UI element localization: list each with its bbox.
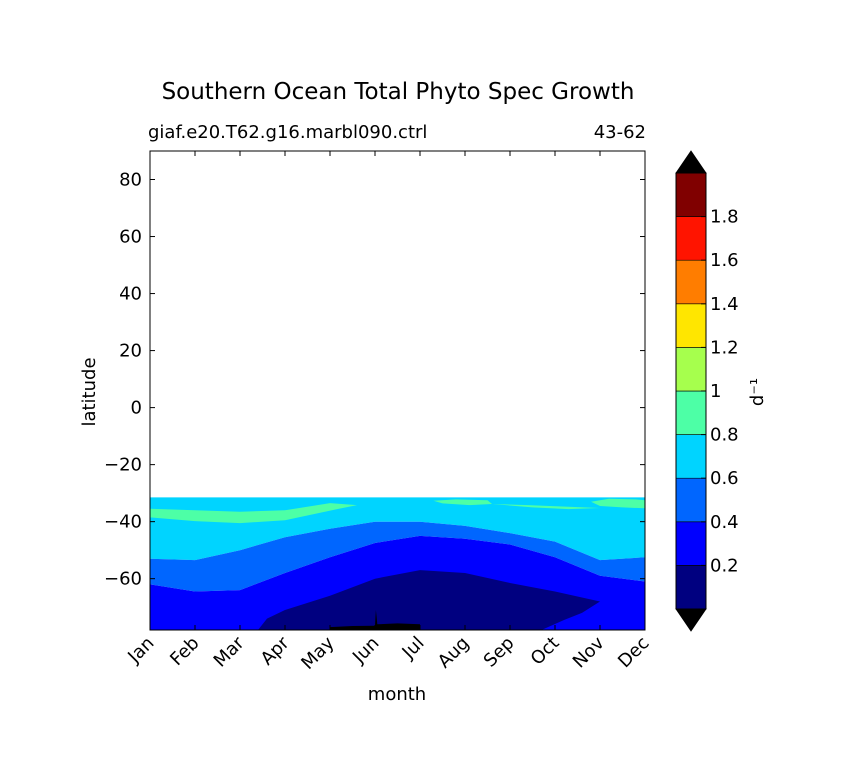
contour-patch-0.8-1.0 [150,503,357,524]
colorbar-tick-label: 0.8 [710,425,739,446]
y-axis: 80 60 40 20 0 −20 −40 −60 [104,170,645,590]
contour-patch-0.8-1.0 [492,504,600,510]
colorbar-swatch [675,347,707,392]
plot-area [149,150,646,631]
colorbar-extend-min [675,608,707,632]
y-tick-label: 60 [119,227,142,248]
colorbar-swatch [675,172,707,217]
contour-below-min [330,610,420,630]
contour-patch-0.8-1.0 [591,498,645,509]
x-tick-label: Feb [166,633,203,670]
y-tick-label: 20 [119,341,142,362]
colorbar-tick-label: 1.8 [710,207,739,228]
x-tick-label: Sep [480,633,519,672]
y-tick-label: 80 [119,170,142,191]
colorbar: 0.2 0.4 0.6 0.8 1 1.2 1.4 1.6 1.8 [675,150,739,632]
x-tick-label: Jan [123,633,158,668]
x-axis-label: month [368,684,426,705]
y-tick-label: 40 [119,284,142,305]
colorbar-tick-label: 0.4 [710,512,739,533]
colorbar-swatch [675,565,707,610]
chart-subtitle-right: 43-62 [594,122,646,143]
colorbar-swatch [675,216,707,261]
colorbar-tick-label: 1.2 [710,337,739,358]
y-tick-label: −20 [104,455,142,476]
x-tick-label: Mar [210,632,249,671]
colorbar-extend-max [675,150,707,174]
colorbar-tick-label: 1 [710,381,721,402]
chart-title: Southern Ocean Total Phyto Spec Growth [162,79,635,105]
contour-patch-0.8-1.0 [433,499,492,506]
colorbar-swatch [675,434,707,479]
x-tick-label: Oct [527,633,564,670]
colorbar-swatch [675,477,707,523]
contour-band-0.0-0.2 [258,570,600,630]
plot-frame [149,150,646,631]
chart-subtitle-left: giaf.e20.T62.g16.marbl090.ctrl [148,122,427,143]
colorbar-swatch [675,390,707,435]
x-tick-label: Nov [569,632,609,672]
y-tick-label: −40 [104,512,142,533]
x-tick-label: May [297,632,338,673]
colorbar-label: d⁻¹ [747,378,768,406]
colorbar-swatch [675,259,707,305]
x-tick-label: Jun [348,633,383,668]
x-tick-label: Dec [614,633,653,672]
colorbar-swatch [675,521,707,566]
colorbar-tick-label: 0.2 [710,555,739,576]
colorbar-swatch [675,303,707,348]
contour-band-0.4-0.6 [150,521,645,592]
y-tick-label: −60 [104,569,142,590]
x-tick-label: Aug [434,633,474,673]
y-axis-label: latitude [79,357,100,426]
x-tick-label: Jul [398,633,429,664]
y-tick-label: 0 [131,398,142,419]
contour-fill [150,497,645,630]
x-tick-label: Apr [257,632,294,669]
colorbar-tick-label: 1.4 [710,294,739,315]
colorbar-tick-label: 0.6 [710,468,739,489]
colorbar-tick-label: 1.6 [710,250,739,271]
